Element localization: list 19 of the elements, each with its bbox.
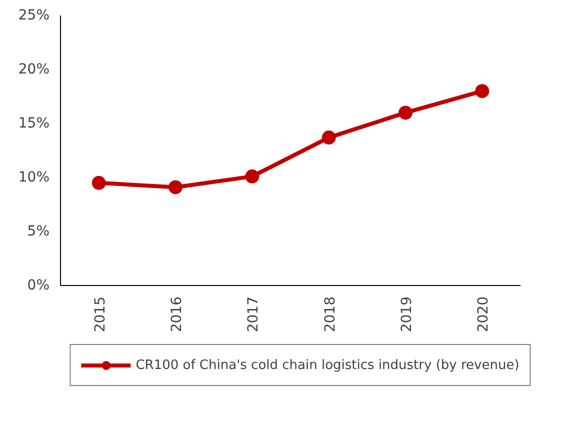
- point: [398, 106, 412, 120]
- x-tick-label: 2018: [322, 296, 338, 332]
- y-tick-label: 20%: [18, 62, 50, 78]
- point: [168, 180, 182, 194]
- point: [322, 130, 336, 145]
- y-tick-label: 10%: [18, 170, 50, 186]
- legend-label: CR100 of China's cold chain logistics industry (by revenue): [136, 358, 520, 372]
- x-tick-label: 2017: [246, 296, 262, 332]
- y-tick-label: 25%: [18, 8, 50, 24]
- x-tick-label: 2016: [169, 296, 185, 332]
- y-tick-label: 15%: [18, 116, 50, 132]
- point: [245, 169, 260, 184]
- point: [475, 84, 490, 98]
- x-tick-label: 2020: [476, 296, 492, 332]
- x-tick-label: 2015: [92, 296, 108, 332]
- point: [92, 176, 106, 190]
- x-tick-label: 2019: [399, 296, 415, 332]
- y-tick-label: 5%: [27, 224, 50, 240]
- y-tick-label: 0%: [27, 278, 50, 294]
